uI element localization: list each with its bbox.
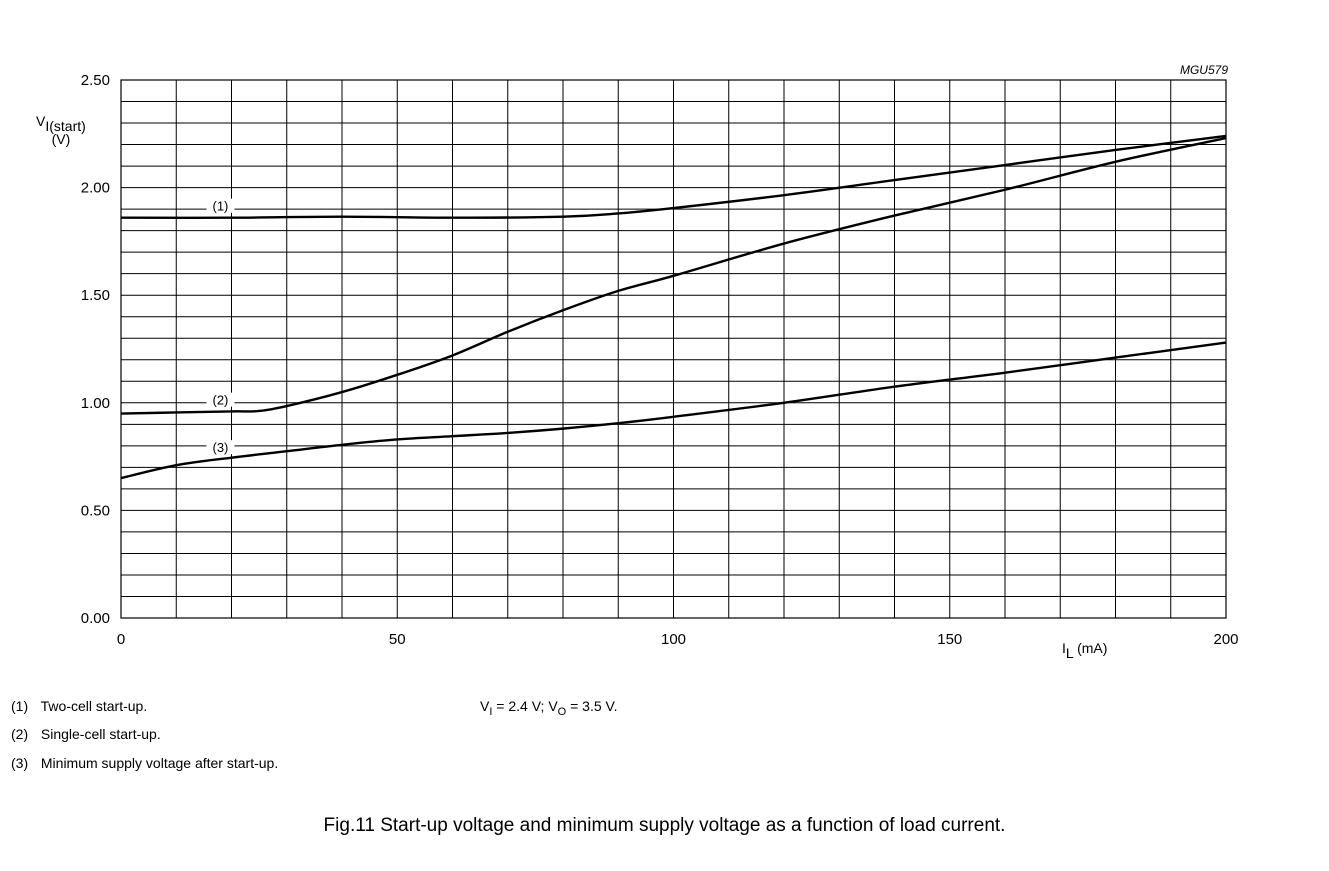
axes xyxy=(120,79,1227,619)
y-tick-label: 1.00 xyxy=(81,395,110,412)
x-axis-label-unit: (mA) xyxy=(1077,640,1108,656)
x-tick-label: 100 xyxy=(661,631,686,648)
curve-label: (2) xyxy=(213,393,229,408)
legend-text: Single-cell start-up. xyxy=(40,726,161,742)
series-line xyxy=(120,134,1227,220)
tick-labels: 0 50 100 150 200 0.00 0.50 1.00 1.50 2.00 2.50 xyxy=(81,72,1239,648)
y-tick-label: 0.50 xyxy=(81,502,110,519)
grid xyxy=(120,79,1227,619)
legend-number: (2) xyxy=(11,726,29,742)
chart-svg: 0 50 100 150 200 0.00 0.50 1.00 1.50 2.00 2.50 (1)… xyxy=(81,63,1239,648)
x-tick-label: 150 xyxy=(937,631,962,648)
figure-frame: 0 50 100 150 200 0.00 0.50 1.00 1.50 2.00 2.50 (1)… xyxy=(5,0,1328,871)
y-axis-label: VI(start) (V) xyxy=(36,112,86,148)
legend-item-1: (1) Two-cell start-up. xyxy=(11,698,147,714)
curve-label: (3) xyxy=(213,440,229,455)
series-line xyxy=(120,136,1227,415)
y-axis-label-main: V xyxy=(36,113,46,129)
y-tick-label: 0.00 xyxy=(81,610,110,627)
series-line xyxy=(120,341,1227,480)
curve-label-bg xyxy=(206,440,235,455)
condition-vi-sub: I xyxy=(489,705,493,718)
plot-border xyxy=(120,79,1227,619)
x-tick-label: 200 xyxy=(1213,631,1238,648)
x-axis-label-sub: L xyxy=(1065,645,1074,661)
chart-code: MGU579 xyxy=(1180,63,1228,77)
y-tick-label: 1.50 xyxy=(81,287,110,304)
condition-vo-sub: O xyxy=(557,705,567,718)
legend-number: (1) xyxy=(11,698,29,714)
legend-text: Minimum supply voltage after start-up. xyxy=(40,755,279,771)
x-tick-label: 0 xyxy=(117,631,125,648)
condition-vi-value: = 2.4 V; xyxy=(492,698,549,714)
x-axis-label-main: I xyxy=(1062,640,1066,656)
legend-number: (3) xyxy=(11,755,29,771)
curve-labels: (1) (2) (3) xyxy=(206,198,235,455)
condition-vi-symbol: V xyxy=(480,698,490,714)
y-axis-label-sub: I(start) xyxy=(45,118,86,134)
x-axis-label: IL (mA) xyxy=(1062,640,1108,661)
x-tick-label: 50 xyxy=(389,631,406,648)
test-conditions: VI = 2.4 V; VO = 3.5 V. xyxy=(480,698,617,718)
curve-label-bg xyxy=(206,392,235,407)
curve-label: (1) xyxy=(213,199,229,214)
legend-item-2: (2) Single-cell start-up. xyxy=(11,726,161,742)
y-tick-label: 2.00 xyxy=(81,180,110,197)
legend-text: Two-cell start-up. xyxy=(40,698,148,714)
condition-vo-symbol: V xyxy=(548,698,558,714)
y-axis-label-unit: (V) xyxy=(51,131,71,147)
condition-vo-value: = 3.5 V. xyxy=(566,698,618,714)
y-tick-label: 2.50 xyxy=(81,72,110,89)
curve-label-bg xyxy=(206,198,235,213)
figure-caption: Fig.11 Start-up voltage and minimum supp… xyxy=(323,815,1006,836)
series-group xyxy=(120,134,1227,480)
legend-item-3: (3) Minimum supply voltage after start-u… xyxy=(11,755,278,771)
